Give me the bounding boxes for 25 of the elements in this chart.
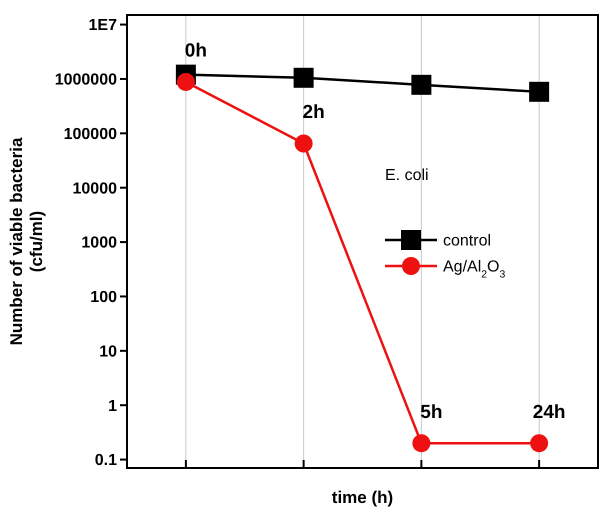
y-tick-label: 100000 bbox=[64, 126, 118, 143]
annotation: 5h bbox=[420, 402, 442, 423]
point bbox=[294, 134, 313, 152]
y-tick-label: 1000 bbox=[81, 234, 118, 252]
x-axis-title: time (h) bbox=[332, 488, 394, 507]
y-tick-label: 1 bbox=[108, 398, 118, 415]
point bbox=[294, 68, 314, 88]
point bbox=[412, 434, 430, 452]
legend-title: E. coli bbox=[385, 167, 429, 184]
y-tick-label: 10000 bbox=[72, 180, 118, 198]
annotation: 24h bbox=[532, 402, 566, 423]
y-axis-title: Number of viable bacteria (cfu/ml) bbox=[7, 137, 46, 346]
y-tick-label: 10 bbox=[99, 343, 118, 360]
point bbox=[176, 72, 195, 91]
point bbox=[530, 434, 548, 452]
legend-label: control bbox=[443, 232, 492, 250]
y-tick-label: 1E7 bbox=[88, 17, 118, 34]
point bbox=[411, 74, 432, 95]
y-tick-label: 100 bbox=[90, 289, 118, 306]
annotation: 2h bbox=[302, 102, 325, 124]
y-tick-label: 0.1 bbox=[94, 452, 118, 470]
point bbox=[529, 82, 550, 102]
annotation: 0h bbox=[184, 40, 207, 62]
legend-label: Ag/Al$_{2}$O$_{3}$ bbox=[443, 258, 506, 280]
y-tick-label: 1000000 bbox=[54, 72, 118, 89]
